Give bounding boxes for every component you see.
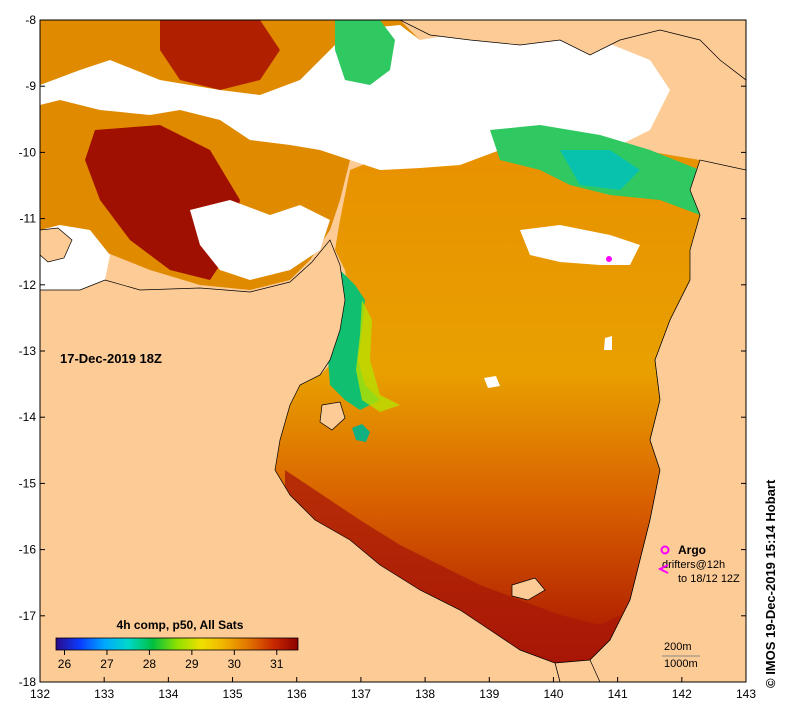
x-tick-label: 137 bbox=[351, 687, 371, 701]
drifter-sublabel: to 18/12 12Z bbox=[678, 573, 740, 585]
colorbar-tick-label: 31 bbox=[270, 657, 284, 671]
x-tick-label: 139 bbox=[479, 687, 499, 701]
copyright-credit: © IMOS 19-Dec-2019 15:14 Hobart bbox=[763, 479, 778, 688]
west-coast-green-fringe bbox=[356, 300, 400, 412]
contour-1000m-label: 1000m bbox=[664, 658, 698, 670]
x-tick-label: 141 bbox=[608, 687, 628, 701]
land-new-guinea bbox=[399, 20, 746, 81]
x-tick-label: 135 bbox=[223, 687, 243, 701]
y-tick-label: -15 bbox=[19, 476, 37, 490]
land-cape-york bbox=[589, 159, 746, 682]
marker-legend: Argo drifters@12h to 18/12 12Z bbox=[657, 543, 740, 585]
colorbar-title: 4h comp, p50, All Sats bbox=[117, 618, 244, 632]
colorbar-tick-label: 28 bbox=[143, 657, 157, 671]
colorbar-tick-label: 26 bbox=[58, 657, 72, 671]
cloud-east bbox=[520, 225, 640, 265]
drifter-arrow-icon bbox=[657, 564, 669, 574]
melville-island bbox=[40, 227, 73, 263]
argo-marker-icon bbox=[660, 545, 670, 555]
mornington-island bbox=[511, 577, 546, 601]
x-tick-label: 132 bbox=[30, 687, 50, 701]
cloud-small-2 bbox=[604, 336, 612, 350]
gulf-warm-south bbox=[285, 470, 620, 662]
y-tick-label: -11 bbox=[20, 212, 37, 226]
colorbar-gradient bbox=[55, 637, 299, 651]
x-tick-label: 140 bbox=[543, 687, 563, 701]
x-tick-label: 133 bbox=[94, 687, 114, 701]
cloud-small-1 bbox=[484, 376, 500, 388]
argo-float-marker bbox=[606, 256, 612, 262]
drifter-label: drifters@12h bbox=[662, 559, 725, 571]
arafura-hot-patch-2 bbox=[160, 20, 280, 90]
y-tick-label: -18 bbox=[19, 675, 37, 689]
x-tick-label: 136 bbox=[287, 687, 307, 701]
west-coast-cool-water bbox=[328, 270, 380, 410]
x-tick-label: 138 bbox=[415, 687, 435, 701]
groote-eylandt bbox=[319, 401, 346, 431]
y-tick-label: -9 bbox=[25, 79, 36, 93]
x-tick-label: 143 bbox=[736, 687, 756, 701]
timestamp-label: 17-Dec-2019 18Z bbox=[60, 351, 162, 366]
y-tick-label: -12 bbox=[19, 278, 37, 292]
map-area bbox=[40, 20, 746, 682]
depth-legend: 200m 1000m bbox=[662, 641, 700, 670]
colorbar: 4h comp, p50, All Sats 26 27 28 29 30 31 bbox=[55, 618, 299, 671]
colorbar-ticks: 26 27 28 29 30 31 bbox=[58, 650, 284, 671]
y-axis: -8 -9 -10 -11 -12 -13 -14 -15 -16 -17 -18 bbox=[19, 13, 746, 689]
land-west-gulf bbox=[40, 239, 561, 682]
y-tick-label: -17 bbox=[19, 609, 37, 623]
y-tick-label: -13 bbox=[19, 344, 37, 358]
y-tick-label: -14 bbox=[19, 410, 37, 424]
cyan-patch-east bbox=[560, 150, 640, 190]
x-tick-label: 134 bbox=[158, 687, 178, 701]
gulf-sea bbox=[275, 135, 745, 663]
cloud-central-west bbox=[190, 200, 330, 280]
argo-label: Argo bbox=[678, 543, 706, 557]
y-tick-label: -8 bbox=[25, 13, 36, 27]
colorbar-tick-label: 27 bbox=[100, 657, 114, 671]
colorbar-tick-label: 29 bbox=[185, 657, 199, 671]
x-tick-label: 142 bbox=[672, 687, 692, 701]
cool-patch-137 bbox=[352, 424, 370, 442]
y-tick-label: -16 bbox=[19, 543, 37, 557]
contour-200m-label: 200m bbox=[664, 641, 692, 653]
x-axis: 132 133 134 135 136 137 138 139 140 141 142 143 bbox=[30, 677, 756, 701]
green-patch-north bbox=[335, 20, 395, 85]
colorbar-tick-label: 30 bbox=[228, 657, 242, 671]
y-tick-label: -10 bbox=[19, 145, 37, 159]
